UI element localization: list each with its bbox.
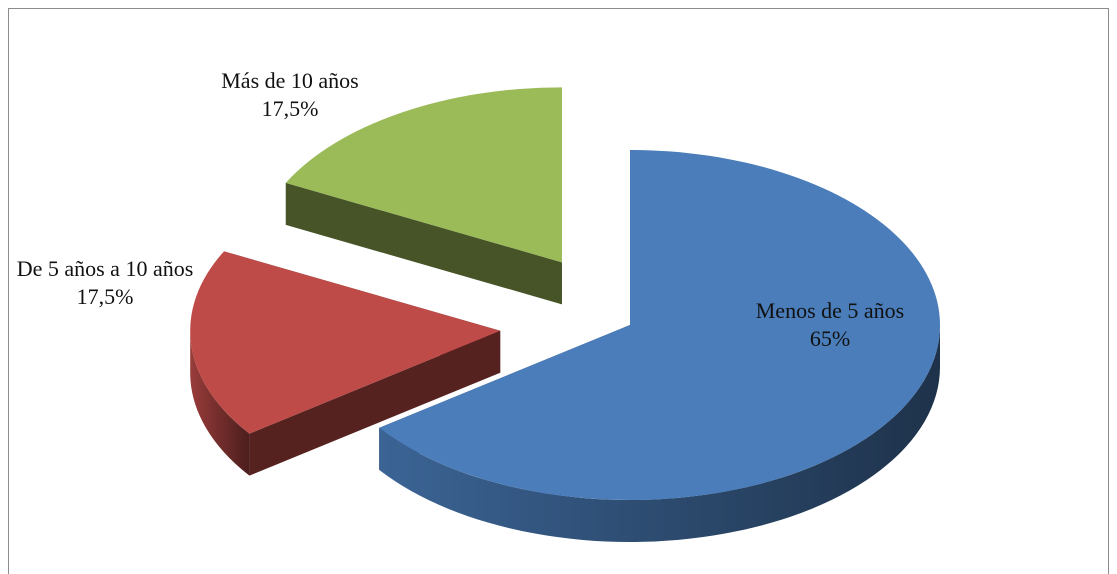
label-value: 17,5%	[76, 284, 134, 309]
label-category: De 5 años a 10 años	[16, 256, 194, 281]
label-value: 65%	[809, 326, 851, 351]
slice-side	[190, 330, 250, 476]
label-category: Más de 10 años	[221, 68, 359, 93]
slice-top	[285, 87, 562, 263]
slice-wall	[285, 182, 562, 305]
data-label: Más de 10 años 17,5%	[190, 67, 390, 123]
label-category: Menos de 5 años	[755, 298, 905, 323]
data-label: Menos de 5 años 65%	[730, 297, 930, 353]
pie-slice	[285, 87, 562, 305]
chart-border	[8, 8, 1109, 574]
slice-top	[190, 251, 501, 434]
slice-wall	[249, 330, 501, 476]
slice-side	[379, 325, 941, 542]
slice-top	[379, 150, 941, 501]
data-label: De 5 años a 10 años 17,5%	[5, 255, 205, 311]
pie-slice	[379, 150, 941, 542]
label-value: 17,5%	[261, 96, 319, 121]
pie-slice	[190, 251, 501, 476]
